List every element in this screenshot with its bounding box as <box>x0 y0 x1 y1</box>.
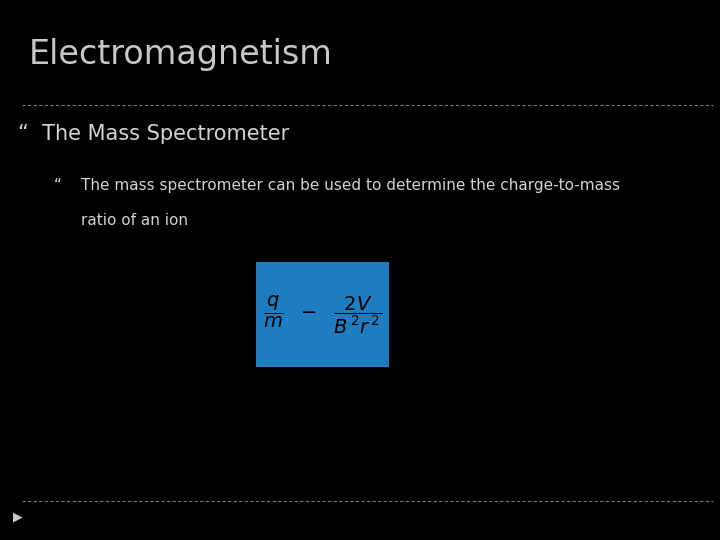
Text: “  The Mass Spectrometer: “ The Mass Spectrometer <box>18 124 289 144</box>
Text: ▶: ▶ <box>13 511 22 524</box>
Text: $\dfrac{q}{m}\ \ -\ \ \dfrac{2V}{B^{\,2}r^{\,2}}$: $\dfrac{q}{m}\ \ -\ \ \dfrac{2V}{B^{\,2}… <box>263 293 382 336</box>
Text: ratio of an ion: ratio of an ion <box>81 213 189 228</box>
Bar <box>256 262 389 367</box>
Text: Electromagnetism: Electromagnetism <box>29 38 333 71</box>
Text: The mass spectrometer can be used to determine the charge-to-mass: The mass spectrometer can be used to det… <box>81 178 621 193</box>
Text: “: “ <box>54 178 62 193</box>
